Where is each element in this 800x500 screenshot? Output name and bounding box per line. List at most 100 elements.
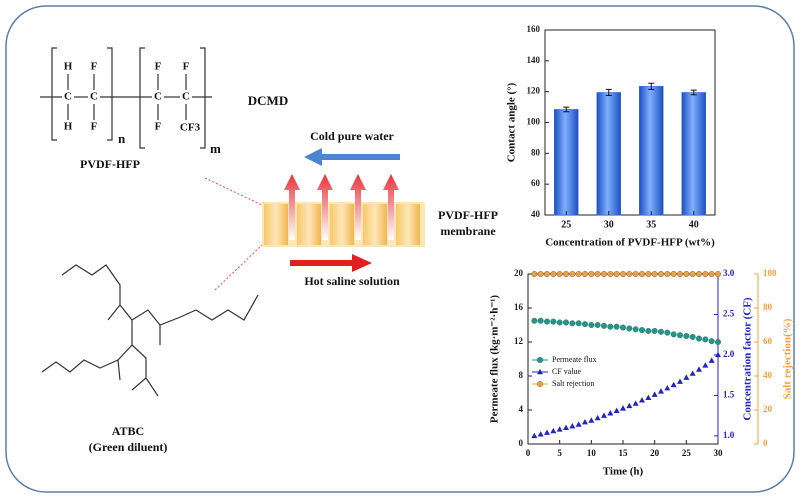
point [696, 366, 702, 372]
bar [596, 92, 621, 216]
point [651, 391, 658, 397]
point [689, 333, 696, 340]
error-bar [563, 106, 570, 113]
point [613, 407, 620, 414]
point [683, 333, 690, 340]
membrane-block [264, 204, 288, 245]
point [569, 271, 576, 278]
point [658, 271, 665, 278]
atom: C [90, 91, 98, 103]
x-tick-label: 20 [650, 448, 660, 458]
point [639, 271, 646, 278]
atom: H [64, 61, 73, 73]
point [607, 410, 614, 416]
point [556, 319, 563, 326]
point [531, 432, 538, 439]
point [531, 271, 538, 278]
y-axis-title: Contact angle (°) [506, 82, 518, 162]
y-axis-title: Permeate flux (kg·m⁻²·h⁻¹) [489, 295, 501, 424]
tick-label: 1.5 [723, 389, 735, 399]
point [620, 324, 627, 331]
point [683, 271, 690, 278]
point [696, 335, 703, 342]
tick-label: 60 [531, 178, 541, 188]
point [626, 325, 633, 332]
hot-arrow [290, 254, 372, 272]
structure [40, 47, 212, 149]
x-tick-label: 15 [619, 448, 629, 458]
atoms: H F F F C C C C H F F CF3 n m PVDF-HFP [64, 61, 221, 171]
legend-label: CF value [552, 367, 582, 376]
atom: F [155, 121, 162, 133]
point [708, 357, 715, 363]
tick-label: 12 [514, 336, 524, 346]
point [658, 388, 664, 394]
tick-label: 16 [514, 302, 524, 312]
point [639, 397, 645, 403]
tick-label: 60 [763, 336, 773, 346]
point [632, 271, 639, 278]
tick-label: 3.0 [723, 268, 735, 278]
vapor-arrow [350, 174, 366, 240]
point [626, 402, 633, 409]
point [531, 317, 538, 324]
point [537, 317, 544, 324]
y2-axis-title: Concentration factor (CF) [742, 297, 754, 421]
tick-label: 40 [531, 209, 541, 219]
point [601, 322, 608, 329]
legend-marker [537, 381, 544, 388]
tick-label: 8 [519, 370, 524, 380]
point [651, 327, 658, 334]
tick-label: 2.5 [723, 309, 735, 319]
vapor-arrow [284, 174, 300, 240]
vapor-arrow [317, 174, 333, 240]
point [613, 271, 620, 278]
point [715, 339, 722, 346]
point [601, 412, 607, 418]
point [607, 323, 614, 330]
legend-label: Salt rejection [552, 379, 594, 388]
atbc-structure [41, 264, 259, 397]
point [556, 271, 563, 278]
membrane-label: PVDF-HFP [438, 208, 498, 222]
x-tick-label: 10 [587, 448, 597, 458]
point [632, 400, 639, 406]
point [696, 271, 703, 278]
error-bar [605, 88, 612, 97]
x-axis-title: Time (h) [603, 466, 644, 478]
diluent-note: (Green diluent) [89, 440, 168, 454]
point [607, 271, 614, 278]
point [632, 326, 639, 333]
x-tick-label: 30 [714, 448, 724, 458]
point [708, 271, 715, 278]
point [588, 271, 595, 278]
tick-label: 20 [514, 268, 524, 278]
tick-label: 2.0 [723, 349, 735, 359]
atom: C [64, 91, 72, 103]
point [670, 331, 677, 338]
point [556, 426, 563, 432]
membrane-label: membrane [440, 224, 496, 238]
point [544, 318, 551, 325]
x-tick-label: 25 [682, 448, 692, 458]
point [658, 328, 665, 335]
point [550, 271, 557, 278]
point [677, 271, 684, 278]
point [537, 271, 544, 278]
point [537, 431, 544, 437]
y3-axis-title: Salt rejection(%) [782, 318, 794, 399]
point [613, 323, 620, 330]
point [645, 271, 652, 278]
legend-marker [537, 368, 543, 375]
point [683, 374, 690, 380]
atom: F [183, 61, 190, 73]
atom: H [64, 121, 73, 133]
frame [5, 5, 795, 493]
point [715, 271, 722, 278]
point [563, 424, 569, 431]
point [582, 321, 589, 328]
x-tick-label: 5 [557, 448, 562, 458]
point [689, 271, 696, 278]
error-bar [648, 82, 655, 90]
point [702, 362, 709, 368]
